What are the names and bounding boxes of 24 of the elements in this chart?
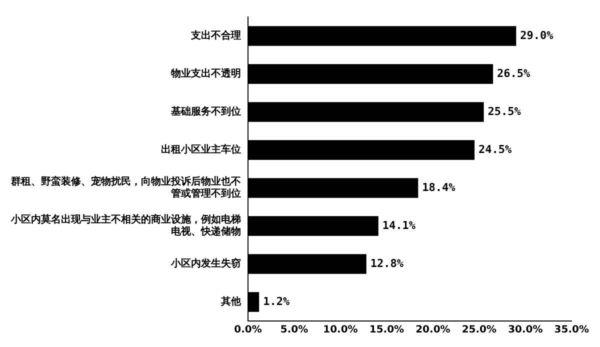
data-label: 24.5% — [478, 142, 512, 156]
x-tick-label: 30.0% — [508, 324, 543, 336]
y-tick-label: 支出不合理 — [190, 30, 241, 42]
data-label: 14.1% — [382, 218, 416, 232]
x-tick-label: 15.0% — [369, 324, 404, 336]
y-tick-label: 小区内莫名出现与业主不相关的商业设施，例如电梯电视、快递储物 — [10, 214, 241, 238]
data-label: 18.4% — [422, 180, 456, 194]
data-label: 12.8% — [370, 256, 404, 270]
y-tick-label: 其他 — [220, 296, 242, 308]
data-label: 1.2% — [263, 294, 290, 308]
x-tick-label: 5.0% — [280, 324, 308, 336]
y-tick-label: 出租小区业主车位 — [161, 144, 241, 156]
y-tick-label: 群租、野蛮装修、宠物扰民，向物业投诉后物业也不管或管理不到位 — [10, 176, 241, 200]
x-tick-label: 0.0% — [234, 324, 262, 336]
data-label: 26.5% — [497, 66, 531, 80]
data-label: 29.0% — [520, 28, 554, 42]
x-tick-label: 10.0% — [323, 324, 358, 336]
x-tick-label: 20.0% — [416, 324, 450, 336]
y-tick-label: 物业支出不透明 — [170, 68, 241, 80]
y-tick-label: 小区内发生失窃 — [170, 258, 241, 270]
x-tick-label: 25.0% — [462, 324, 497, 336]
x-tick-label: 35.0% — [554, 324, 590, 336]
y-tick-label: 基础服务不到位 — [170, 106, 241, 118]
data-label: 25.5% — [488, 104, 522, 118]
